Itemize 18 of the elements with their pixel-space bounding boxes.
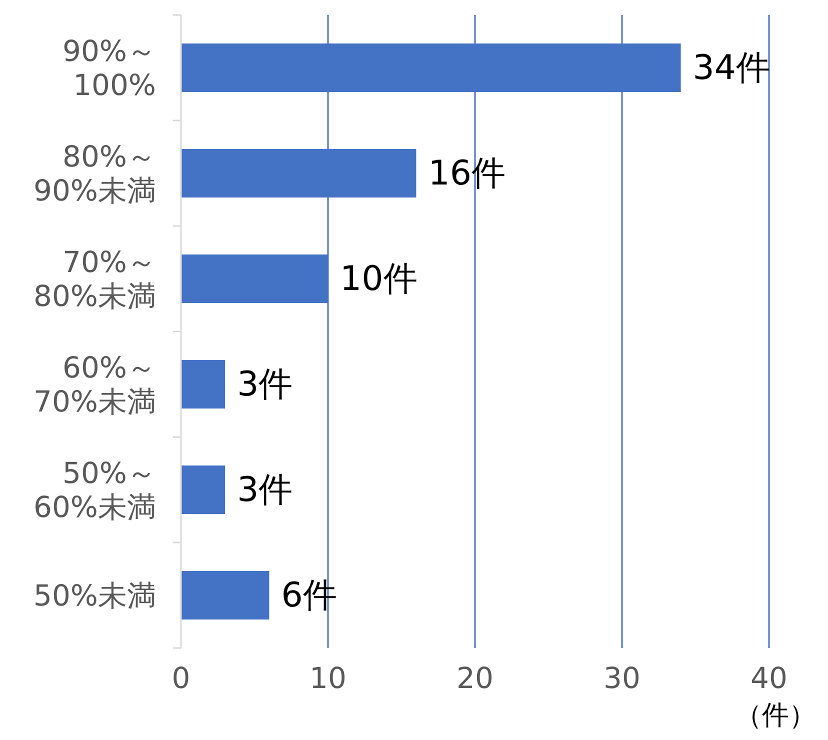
y-tick-label: 50%～60%未満 [34,456,156,524]
data-label: 10件 [340,258,418,299]
y-tick-label: 90%～100% [62,34,156,102]
bar [181,570,270,620]
y-tick-label: 60%～70%未満 [34,350,156,418]
x-axis-title: （件） [735,700,816,731]
bar [181,360,226,409]
y-tick-label: 80%～90%未満 [34,139,156,208]
x-tick-label: 0 [172,661,190,695]
y-tick-label: 70%～80%未満 [34,244,156,313]
x-tick-label: 10 [310,661,346,695]
data-label: 3件 [237,364,293,404]
bar [181,465,226,514]
x-tick-label: 40 [750,661,788,695]
x-tick-label: 20 [456,661,494,695]
data-label: 3件 [237,470,293,510]
x-tick-label: 30 [604,661,640,695]
y-tick-label: 50%未満 [34,578,156,612]
